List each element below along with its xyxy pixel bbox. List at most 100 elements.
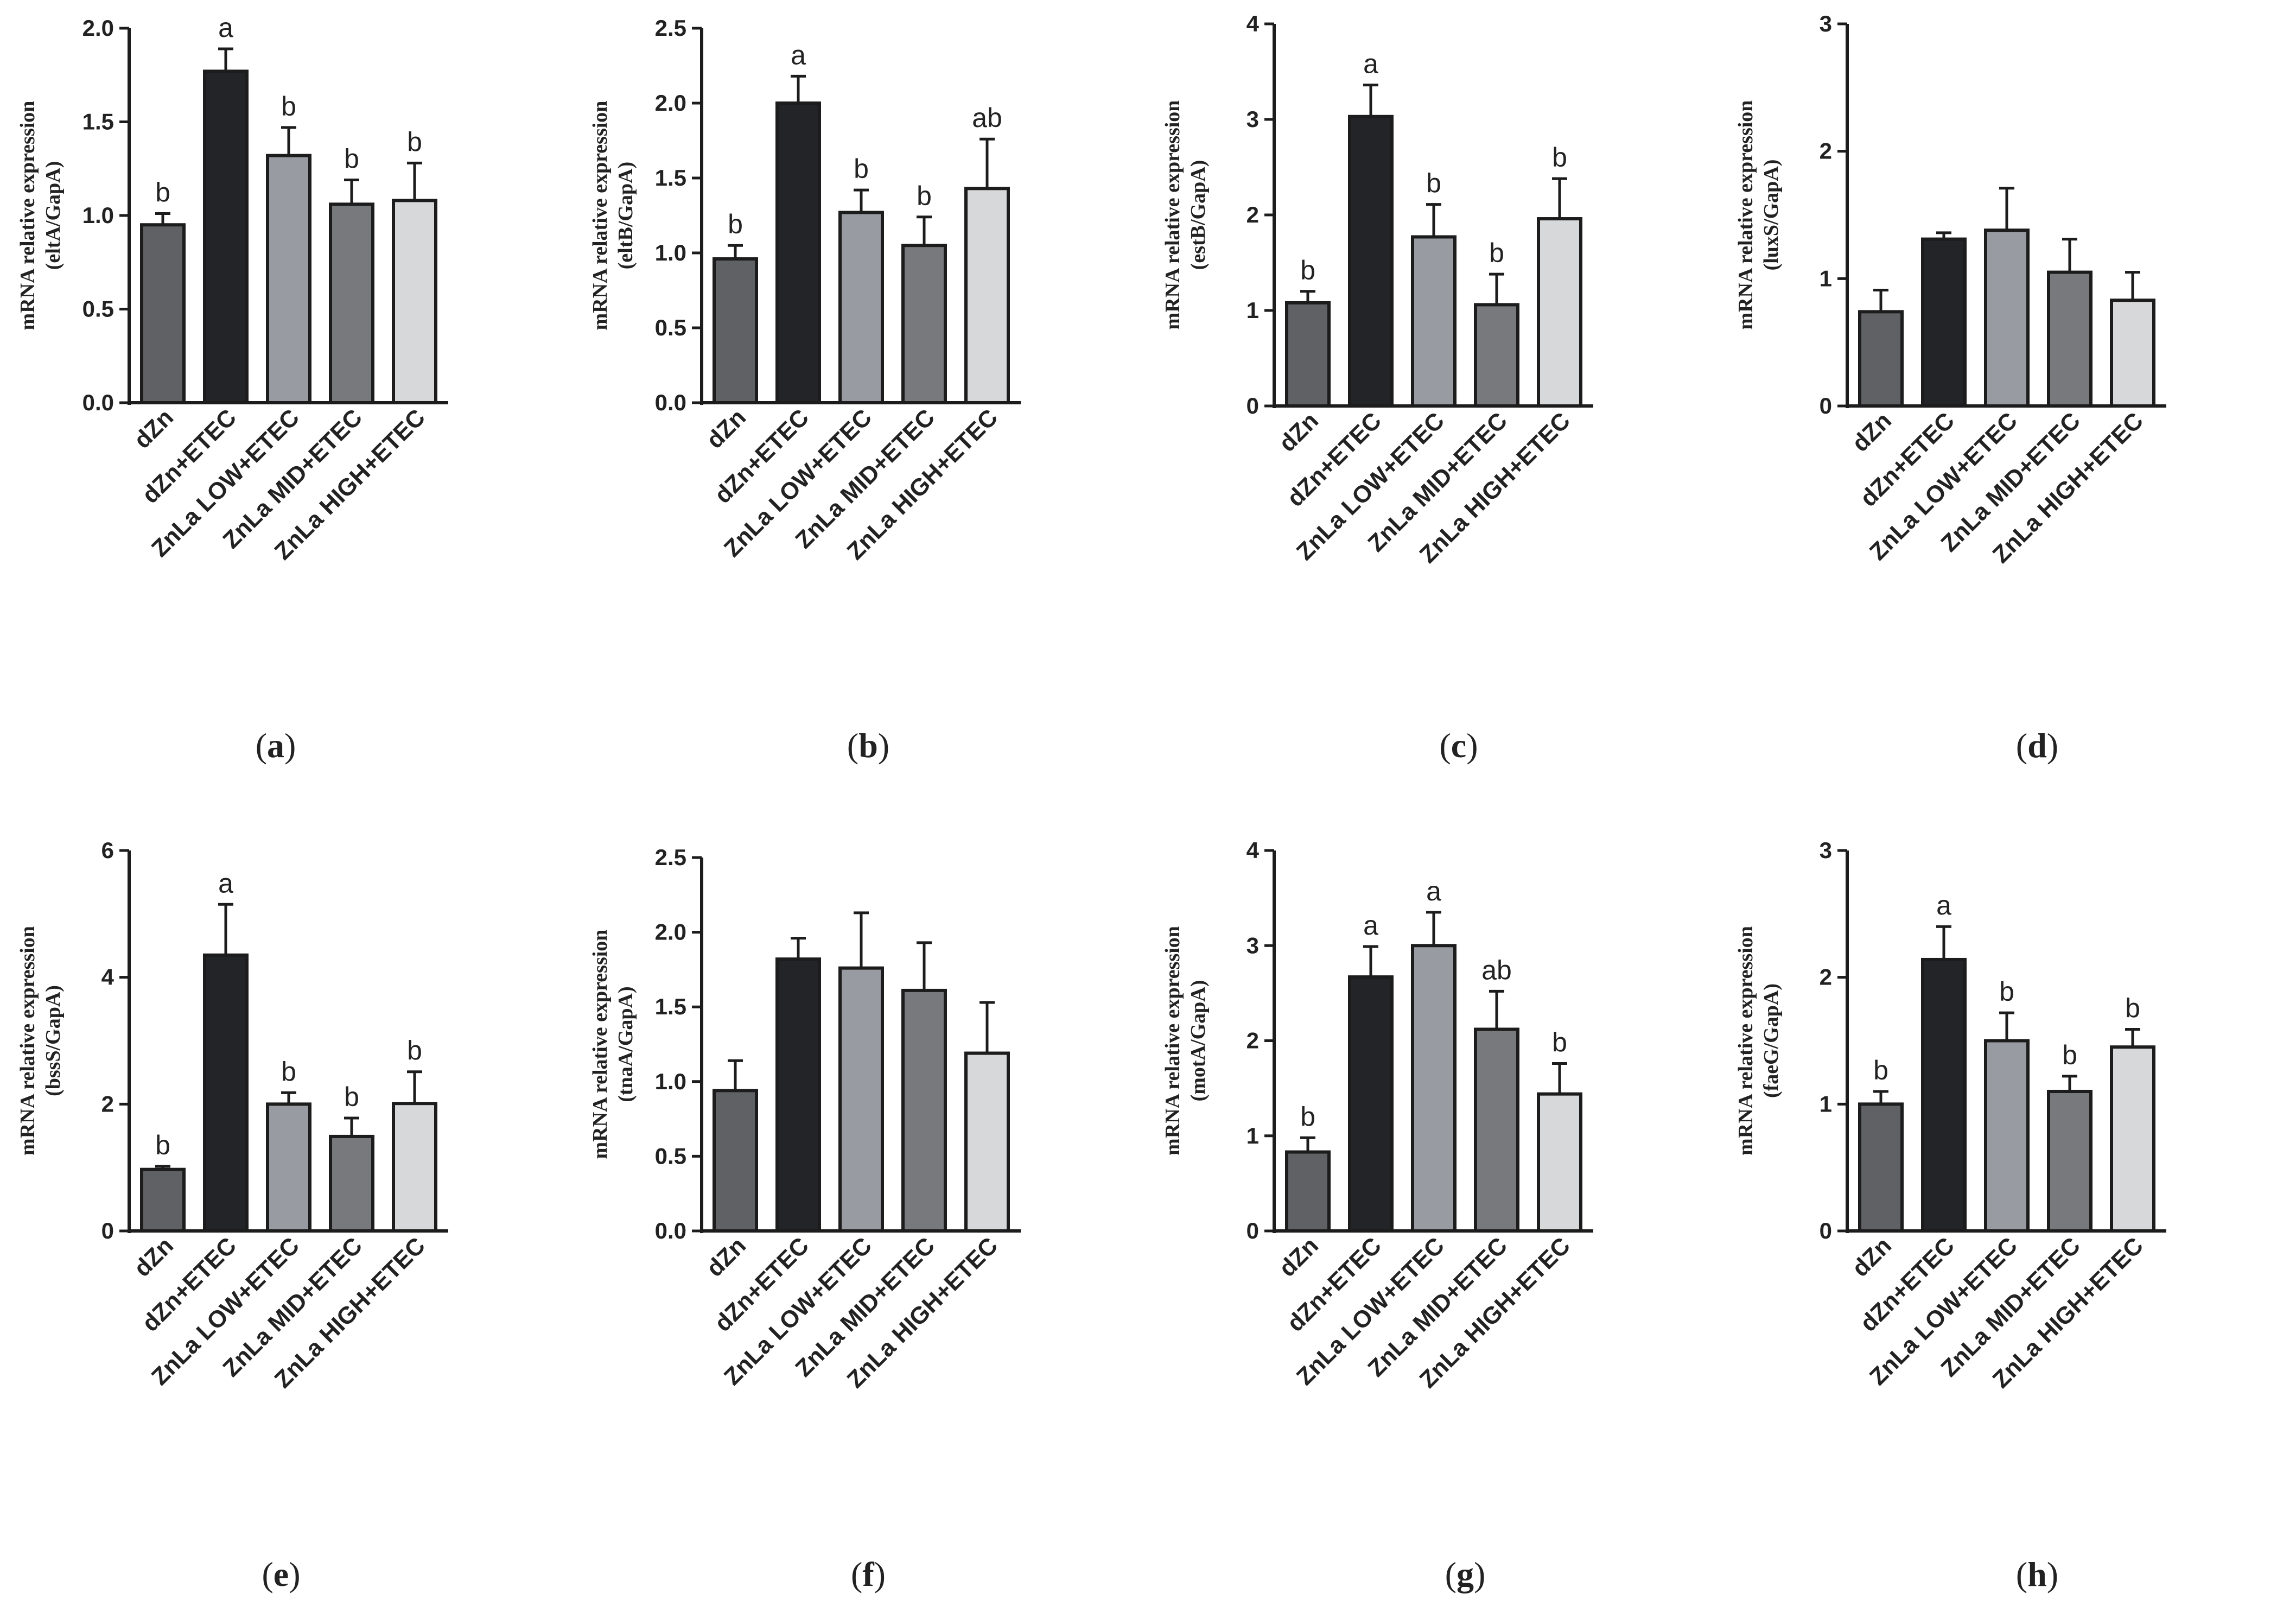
y-axis-title: mRNA relative expression — [589, 101, 612, 331]
y-axis-subtitle: (faeG/GapA) — [1760, 983, 1783, 1098]
significance-letter: b — [281, 91, 296, 122]
y-axis-title: mRNA relative expression — [16, 101, 39, 331]
significance-letter: b — [728, 209, 743, 239]
panel-label: (e) — [262, 1555, 300, 1593]
panel-label: (c) — [1439, 726, 1478, 765]
bar — [1285, 1150, 1331, 1233]
bar — [2110, 299, 2155, 408]
y-tick-label: 1 — [1820, 265, 1832, 291]
significance-letter: a — [218, 868, 233, 898]
bar — [392, 199, 437, 404]
panel-label: (f) — [851, 1555, 886, 1593]
y-axis-subtitle: (bssS/GapA) — [42, 985, 65, 1096]
significance-letter: ab — [972, 103, 1002, 133]
y-tick-label: 0.0 — [82, 390, 114, 415]
panel-label: (g) — [1445, 1555, 1486, 1593]
bar — [964, 1051, 1010, 1233]
y-tick-label: 2.0 — [82, 15, 114, 41]
bar — [203, 69, 249, 405]
significance-letter: b — [1489, 238, 1504, 268]
bar — [329, 1134, 374, 1233]
bar — [1285, 301, 1331, 408]
chart-panel-c: 0 1 2 3 4 mRNA relative expression (estB/GapA)… — [1161, 11, 1593, 765]
y-tick-label: 0 — [1820, 393, 1832, 418]
significance-letter: b — [155, 1130, 170, 1160]
significance-letter: b — [2062, 1040, 2077, 1070]
bar — [1537, 1092, 1582, 1233]
chart-panel-f: 0.0 0.5 1.0 1.5 2.0 2.5 mRNA relative expressi… — [589, 845, 1021, 1593]
y-axis-subtitle: (eltB/GapA) — [614, 162, 637, 269]
chart-panel-e: 0 2 4 6 mRNA relative expression (bssS/GapA) b… — [16, 837, 448, 1593]
y-tick-label: 1.5 — [82, 109, 114, 135]
x-tick-label: dZn — [1847, 407, 1897, 457]
y-tick-label: 4 — [1246, 837, 1260, 863]
panel-label: (h) — [2016, 1555, 2058, 1593]
bar — [901, 244, 947, 404]
x-tick-label: dZn — [129, 1232, 179, 1282]
bar — [964, 187, 1010, 404]
y-tick-label: 6 — [101, 837, 114, 863]
bar — [1984, 228, 2030, 408]
panel-label: (a) — [256, 726, 296, 765]
x-tick-label: dZn — [701, 404, 751, 454]
chart-panel-g: 0 1 2 3 4 mRNA relative expression (motA/GapA)… — [1161, 837, 1593, 1593]
y-tick-label: 1 — [1246, 297, 1259, 323]
y-tick-label: 1 — [1820, 1091, 1832, 1116]
bar — [1921, 237, 1967, 408]
bar — [2047, 270, 2093, 408]
bar — [1858, 1102, 1904, 1233]
significance-letter: b — [917, 181, 932, 211]
y-axis-subtitle: (motA/GapA) — [1187, 980, 1210, 1102]
y-tick-label: 3 — [1820, 11, 1832, 36]
bar — [713, 257, 758, 404]
y-tick-label: 2 — [1246, 202, 1259, 227]
y-axis-title: mRNA relative expression — [1161, 926, 1184, 1155]
bar — [1348, 975, 1394, 1233]
significance-letter: ab — [1481, 955, 1512, 985]
y-tick-label: 1 — [1246, 1123, 1259, 1148]
y-tick-label: 0.5 — [82, 296, 114, 322]
y-tick-label: 0 — [1246, 1218, 1259, 1243]
bar — [1348, 115, 1394, 408]
significance-letter: a — [1426, 876, 1441, 906]
bar — [1411, 944, 1457, 1233]
bar — [140, 223, 186, 404]
y-axis-title: mRNA relative expression — [1734, 100, 1757, 330]
chart-panel-d: 0 1 2 3 mRNA relative expression (luxS/GapA) d… — [1734, 11, 2166, 765]
y-tick-label: 0 — [101, 1218, 114, 1243]
bar — [775, 957, 821, 1233]
x-tick-label: dZn — [129, 404, 179, 454]
y-tick-label: 2.0 — [655, 90, 686, 116]
bar — [838, 966, 884, 1233]
y-axis-title: mRNA relative expression — [1161, 100, 1184, 330]
y-tick-label: 3 — [1246, 106, 1259, 132]
y-tick-label: 2.0 — [655, 919, 686, 945]
y-tick-label: 4 — [101, 964, 115, 990]
y-axis-subtitle: (eltA/GapA) — [42, 161, 65, 270]
y-tick-label: 1.0 — [655, 240, 686, 265]
bar — [392, 1102, 437, 1233]
y-axis-subtitle: (tnaA/GapA) — [614, 986, 637, 1102]
significance-letter: b — [407, 126, 422, 157]
significance-letter: a — [1936, 890, 1951, 920]
significance-letter: b — [1552, 1027, 1567, 1058]
y-tick-label: 1.0 — [82, 202, 114, 228]
bar — [1474, 1027, 1519, 1233]
y-axis-title: mRNA relative expression — [589, 930, 612, 1159]
y-tick-label: 0 — [1820, 1218, 1832, 1243]
bar — [1921, 957, 1967, 1233]
bar — [838, 211, 884, 404]
y-tick-label: 2 — [1820, 138, 1832, 164]
significance-letter: b — [344, 1082, 359, 1112]
bar — [140, 1167, 186, 1233]
y-tick-label: 0.0 — [655, 1218, 686, 1243]
bar — [203, 953, 249, 1233]
y-axis-subtitle: (luxS/GapA) — [1760, 160, 1783, 271]
y-tick-label: 3 — [1246, 932, 1259, 958]
significance-letter: a — [218, 12, 233, 43]
y-tick-label: 2 — [1246, 1028, 1259, 1053]
bar — [266, 154, 311, 404]
y-tick-label: 2.5 — [655, 15, 686, 41]
bar — [2047, 1089, 2093, 1233]
